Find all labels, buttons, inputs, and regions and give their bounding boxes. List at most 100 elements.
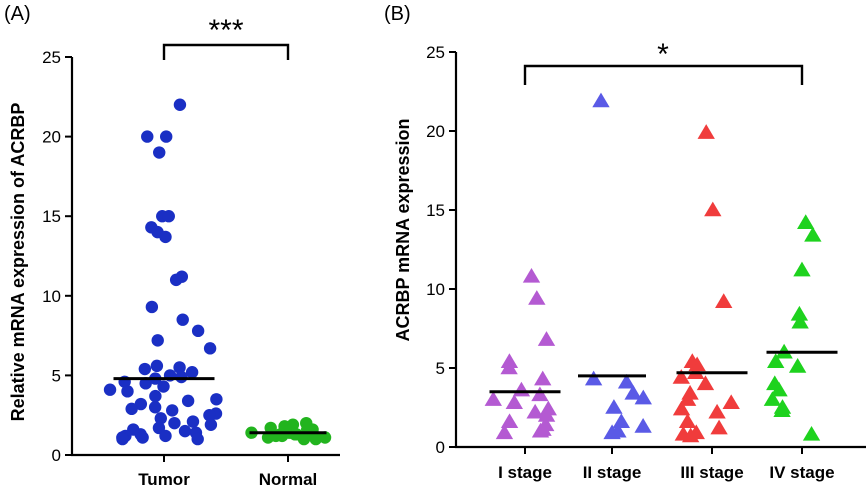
panel-a-means (113, 377, 327, 435)
data-point (505, 394, 523, 410)
panel-b-significance-bracket (523, 64, 804, 85)
data-point (512, 381, 531, 397)
data-point (678, 391, 697, 406)
data-point (624, 384, 642, 400)
data-point (138, 362, 152, 376)
panel-b: (B) ACRBP mRNA expression 0 5 10 15 20 25 I s… (384, 3, 866, 482)
data-point (788, 358, 807, 373)
data-point (203, 409, 216, 422)
data-point (125, 402, 138, 416)
data-point (157, 380, 170, 393)
x-category-label: Normal (259, 470, 318, 489)
data-point (634, 418, 652, 433)
y-tick-label: 0 (436, 438, 445, 457)
data-point (168, 416, 181, 430)
data-point (534, 370, 552, 386)
data-point (612, 413, 631, 429)
panel-b-significance-star: * (657, 38, 669, 71)
data-point (139, 377, 152, 390)
data-point (790, 305, 809, 321)
x-category-label: II stage (583, 463, 642, 482)
panel-a-points (103, 98, 332, 446)
panel-b-categories: I stage II stage III stage IV stage (498, 447, 835, 482)
data-point (634, 389, 652, 405)
data-point (159, 429, 172, 443)
data-point (173, 361, 186, 374)
data-point (150, 359, 164, 373)
x-category-label: IV stage (769, 463, 834, 482)
data-point (160, 130, 173, 143)
panel-a-categories: Tumor Normal (138, 455, 317, 489)
data-point (672, 400, 691, 416)
data-point (495, 424, 514, 440)
data-point (149, 389, 162, 403)
data-point (584, 370, 603, 386)
data-point (185, 366, 199, 379)
data-point (528, 290, 546, 305)
y-tick-label: 5 (436, 359, 445, 378)
data-point (793, 261, 811, 277)
panel-b-label: (B) (384, 3, 411, 25)
data-point (181, 394, 195, 408)
data-point (309, 432, 322, 446)
data-point (176, 313, 189, 326)
y-tick-label: 0 (52, 446, 61, 465)
data-point (153, 146, 166, 159)
x-category-label: III stage (680, 463, 743, 482)
data-point (526, 403, 544, 419)
y-tick-label: 25 (426, 43, 445, 62)
data-point (186, 415, 200, 428)
data-point (710, 419, 728, 435)
data-point (678, 413, 697, 429)
data-point (791, 313, 809, 329)
data-point (165, 404, 179, 417)
data-point (103, 383, 117, 396)
data-point (531, 386, 549, 402)
data-point (173, 98, 187, 111)
data-point (261, 431, 275, 444)
data-point (617, 373, 636, 389)
data-point (297, 432, 311, 446)
panel-a-y-axis-label: Relative mRNA expression of ACRBP (8, 103, 28, 422)
data-point (154, 412, 167, 425)
y-tick-label: 10 (42, 287, 61, 306)
y-tick-label: 5 (52, 366, 61, 385)
data-point (178, 424, 192, 438)
data-point (708, 403, 726, 419)
data-point (210, 393, 223, 406)
data-point (722, 394, 740, 410)
data-point (318, 431, 332, 444)
data-point (484, 391, 502, 406)
x-category-label: Tumor (138, 470, 190, 489)
y-tick-label: 15 (426, 201, 445, 220)
data-point (537, 331, 556, 346)
y-tick-label: 15 (42, 207, 61, 226)
data-point (169, 273, 183, 287)
data-point (522, 267, 541, 283)
data-point (773, 402, 791, 417)
data-point (715, 293, 733, 308)
data-point (159, 230, 172, 244)
data-point (603, 424, 621, 440)
data-point (175, 370, 188, 384)
data-point (116, 432, 129, 446)
data-point (672, 369, 690, 384)
data-point (141, 130, 154, 143)
data-point (697, 124, 715, 139)
data-point (148, 401, 162, 414)
data-point (696, 375, 715, 391)
data-point (592, 92, 610, 108)
data-point (770, 381, 788, 397)
y-tick-label: 20 (426, 122, 445, 141)
panel-b-means (489, 350, 838, 394)
data-point (500, 413, 519, 429)
panel-b-axes (454, 52, 866, 449)
data-point (136, 431, 149, 444)
data-point (121, 385, 134, 398)
data-point (145, 300, 159, 314)
data-point (681, 427, 700, 443)
panel-b-points (484, 92, 822, 443)
data-point (191, 432, 204, 446)
panel-a-label: (A) (4, 3, 31, 25)
